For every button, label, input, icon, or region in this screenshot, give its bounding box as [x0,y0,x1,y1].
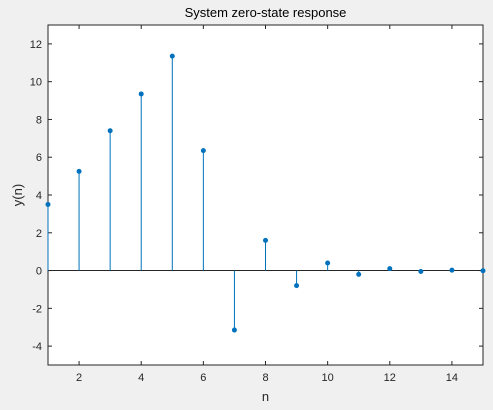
stem-marker [294,283,300,289]
stem-marker [449,267,455,273]
stem-marker [200,148,206,154]
stem-marker [480,268,486,274]
stem-marker [387,266,393,272]
stem-marker [418,269,424,274]
x-tick-label: 2 [76,372,82,384]
y-tick-label: 6 [36,152,42,164]
stem-marker [325,260,331,266]
x-tick-label: 14 [446,372,458,384]
y-axis-ticks: -4 -2 0 2 4 6 8 10 12 [30,39,483,353]
stem-marker [231,327,237,333]
stem-marker [138,91,144,97]
stem-marker [263,237,268,243]
y-tick-label: 0 [36,266,42,278]
x-tick-label: 12 [384,372,396,384]
stem-marker [76,168,82,174]
x-tick-label: 8 [262,372,268,384]
chart-title: System zero-state response [185,5,347,20]
x-axis-label: n [262,389,269,404]
x-tick-label: 6 [200,372,206,384]
x-axis-ticks: 2 4 6 8 10 12 14 [76,25,458,384]
stem-series [45,53,486,333]
y-tick-label: 4 [36,190,42,202]
stem-marker [356,271,362,277]
y-axis-label: y(n) [10,184,25,206]
y-tick-label: 2 [36,228,42,240]
y-tick-label: -4 [32,341,42,353]
stem-marker [107,128,113,134]
y-tick-label: -2 [32,303,42,315]
stem-marker [45,201,51,207]
plot-area [47,24,484,366]
x-tick-label: 10 [322,372,334,384]
y-tick-label: 8 [36,114,42,126]
x-tick-label: 4 [138,372,144,384]
y-tick-label: 12 [30,39,42,51]
stem-marker [169,53,175,59]
y-tick-label: 10 [30,77,42,89]
